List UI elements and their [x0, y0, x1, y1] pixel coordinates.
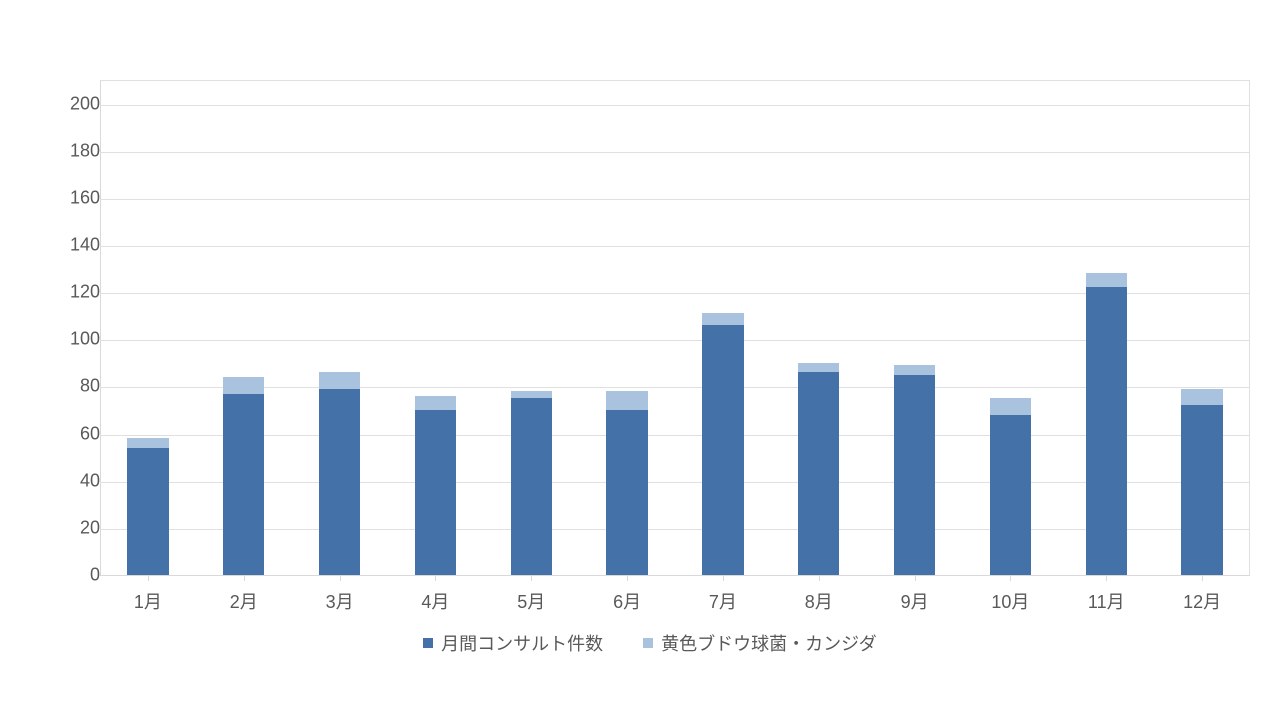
gridline [100, 482, 1249, 483]
legend-swatch [423, 638, 433, 648]
chart-container: 0 20 40 60 80 100 120 140 160 180 200 1月 2月 3月 4月 5月 6月… [40, 30, 1260, 690]
bar-segment-1 [415, 396, 456, 410]
bar-segment-1 [606, 391, 647, 410]
bar-segment-0 [990, 415, 1031, 575]
bar-segment-1 [511, 391, 552, 398]
bar-segment-1 [1181, 389, 1222, 406]
bar-group [1086, 273, 1127, 575]
x-tick-label: 10月 [991, 588, 1029, 614]
bar-segment-0 [1086, 287, 1127, 575]
bar-group [702, 313, 743, 575]
bar-group [990, 398, 1031, 575]
x-tick [148, 575, 149, 581]
y-tick-label: 0 [50, 565, 100, 586]
bar-segment-0 [319, 389, 360, 575]
bar-segment-0 [606, 410, 647, 575]
x-tick-label: 7月 [709, 588, 737, 614]
x-tick [819, 575, 820, 581]
bar-segment-0 [415, 410, 456, 575]
x-tick-label: 11月 [1088, 588, 1125, 614]
x-tick-label: 6月 [613, 588, 641, 614]
legend-item-1: 黄色ブドウ球菌・カンジダ [643, 630, 877, 656]
x-tick [627, 575, 628, 581]
gridline [100, 293, 1249, 294]
bar-segment-0 [798, 372, 839, 575]
y-tick-label: 140 [50, 235, 100, 256]
bar-group [894, 365, 935, 575]
x-tick-label: 2月 [230, 588, 258, 614]
legend: 月間コンサルト件数 黄色ブドウ球菌・カンジダ [40, 630, 1260, 656]
bar-group [511, 391, 552, 575]
bar-segment-1 [894, 365, 935, 374]
bar-segment-1 [702, 313, 743, 325]
bar-group [415, 396, 456, 575]
bar-group [319, 372, 360, 575]
legend-item-0: 月間コンサルト件数 [423, 630, 603, 656]
gridline [100, 387, 1249, 388]
bar-segment-0 [894, 375, 935, 575]
x-tick-label: 4月 [421, 588, 449, 614]
y-tick-label: 80 [50, 376, 100, 397]
x-tick [340, 575, 341, 581]
bar-segment-0 [702, 325, 743, 575]
gridline [100, 529, 1249, 530]
x-tick-label: 9月 [901, 588, 929, 614]
bar-segment-0 [511, 398, 552, 575]
legend-label: 月間コンサルト件数 [441, 630, 603, 656]
bar-segment-1 [223, 377, 264, 394]
bar-segment-0 [1181, 405, 1222, 575]
x-tick [531, 575, 532, 581]
x-tick [435, 575, 436, 581]
y-tick-label: 160 [50, 187, 100, 208]
y-tick-label: 40 [50, 470, 100, 491]
x-tick [723, 575, 724, 581]
x-tick-label: 8月 [805, 588, 833, 614]
x-tick [244, 575, 245, 581]
y-tick-label: 100 [50, 329, 100, 350]
plot-area [100, 80, 1250, 575]
gridline [100, 246, 1249, 247]
y-tick-label: 60 [50, 423, 100, 444]
gridline [100, 340, 1249, 341]
legend-swatch [643, 638, 653, 648]
x-tick [1106, 575, 1107, 581]
bar-segment-1 [319, 372, 360, 389]
bar-segment-0 [127, 448, 168, 575]
x-tick-label: 1月 [134, 588, 162, 614]
x-tick [1202, 575, 1203, 581]
y-tick-label: 120 [50, 282, 100, 303]
bar-group [223, 377, 264, 575]
gridline [100, 152, 1249, 153]
x-tick-label: 5月 [517, 588, 545, 614]
gridline [100, 105, 1249, 106]
bar-group [1181, 389, 1222, 575]
x-tick-label: 3月 [326, 588, 354, 614]
x-tick [915, 575, 916, 581]
gridline [100, 435, 1249, 436]
gridline [100, 199, 1249, 200]
x-axis-line [100, 575, 1250, 576]
bar-segment-1 [127, 438, 168, 447]
bar-segment-0 [223, 394, 264, 576]
bar-segment-1 [990, 398, 1031, 415]
bar-segment-1 [798, 363, 839, 372]
bar-group [798, 363, 839, 575]
bar-group [127, 438, 168, 575]
bar-segment-1 [1086, 273, 1127, 287]
y-tick-label: 200 [50, 93, 100, 114]
x-tick [1010, 575, 1011, 581]
y-tick-label: 20 [50, 517, 100, 538]
bar-group [606, 391, 647, 575]
x-tick-label: 12月 [1183, 588, 1221, 614]
y-tick-label: 180 [50, 140, 100, 161]
legend-label: 黄色ブドウ球菌・カンジダ [661, 630, 877, 656]
